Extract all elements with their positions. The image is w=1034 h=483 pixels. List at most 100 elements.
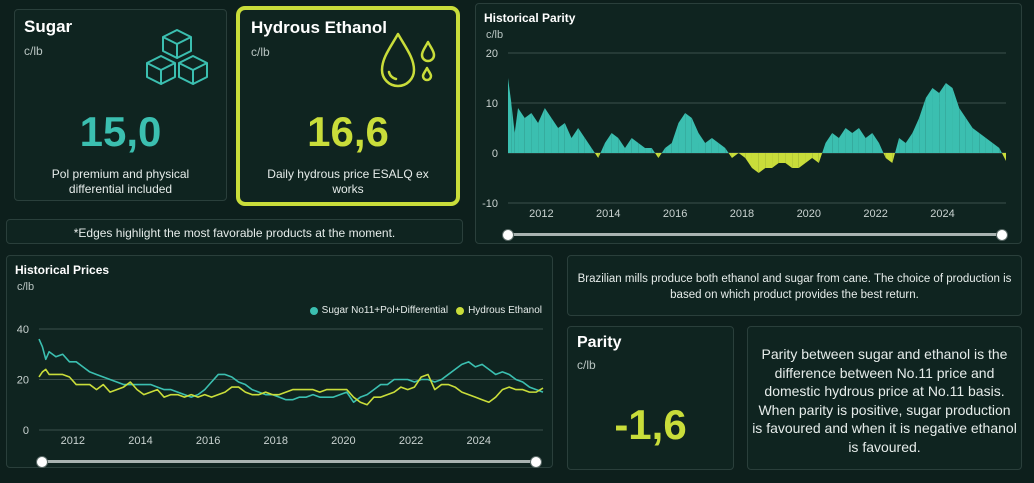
parity-area-positive: [691, 118, 699, 153]
parity-area-positive: [685, 113, 692, 153]
parity-area-positive: [919, 98, 926, 153]
parity-y-tick-label: -10: [482, 198, 498, 210]
legend-sugar-label: Sugar No11+Pol+Differential: [321, 305, 449, 316]
prices-y-tick-label: 20: [17, 375, 29, 387]
parity-area-positive: [838, 128, 846, 153]
parity-area-positive: [600, 143, 605, 153]
parity-chart: -10 0 10 20 2012 2014 2016 2018 2020 2022 2024: [482, 48, 1006, 220]
parity-area-positive: [822, 143, 826, 153]
prices-chart-title: Historical Prices: [15, 263, 110, 277]
prices-range-end-handle[interactable]: [530, 456, 542, 468]
parity-area-negative: [738, 153, 746, 158]
parity-area-negative: [655, 153, 659, 158]
prices-x-tick-label: 2020: [331, 435, 355, 447]
prices-chart-unit: c/lb: [17, 281, 35, 293]
prices-x-tick-label: 2014: [128, 435, 152, 447]
prices-x-tick-label: 2024: [466, 435, 490, 447]
prices-x-tick-label: 2012: [61, 435, 85, 447]
parity-area-positive: [979, 133, 986, 153]
prices-y-tick-label: 40: [17, 324, 29, 336]
parity-area-positive: [845, 128, 853, 153]
ethanol-card-unit: c/lb: [251, 45, 270, 59]
parity-area-positive: [872, 133, 879, 153]
parity-area-positive: [671, 123, 679, 153]
parity-area-negative: [785, 153, 793, 168]
legend-sugar-marker: [309, 306, 318, 315]
sugar-description: Pol premium and physical differential in…: [51, 167, 190, 196]
sugar-value: 15,0: [79, 108, 162, 155]
parity-area-positive: [825, 133, 833, 153]
prices-chart: 0 20 40 2012 2014 2016 2018 2020 2022 2024: [17, 324, 544, 447]
parity-area-positive: [638, 143, 646, 153]
parity-area-positive: [858, 128, 866, 153]
parity-area-negative: [818, 153, 823, 163]
parity-area-positive: [952, 88, 960, 153]
ethanol-card-title: Hydrous Ethanol: [251, 18, 388, 37]
parity-y-tick-label: 10: [486, 98, 498, 110]
parity-area-positive: [878, 143, 884, 153]
parity-area-negative: [765, 153, 773, 168]
parity-area-positive: [511, 103, 515, 153]
sugar-price-line: [38, 338, 544, 404]
parity-area-positive: [651, 148, 656, 153]
parity-area-positive: [558, 123, 565, 153]
parity-area-negative: [885, 153, 893, 163]
parity-area-positive: [571, 128, 579, 153]
parity-area-positive: [698, 133, 706, 153]
historical-parity-panel: Historical Parity c/lb -10 0 10 20 2012 2014 2…: [475, 3, 1022, 244]
parity-area-positive: [531, 113, 539, 153]
parity-area-positive: [925, 88, 933, 153]
parity-area-positive: [665, 143, 672, 153]
parity-x-tick-label: 2014: [596, 208, 620, 220]
parity-area-positive: [959, 108, 966, 153]
legend-ethanol-label: Hydrous Ethanol: [468, 305, 542, 316]
parity-area-negative: [745, 153, 752, 168]
parity-area-positive: [895, 138, 900, 153]
parity-y-tick-label: 20: [486, 48, 498, 60]
parity-area-negative: [883, 153, 886, 158]
parity-chart-unit: c/lb: [486, 29, 504, 41]
parity-range-start-handle[interactable]: [502, 229, 514, 241]
parity-range-end-handle[interactable]: [996, 229, 1008, 241]
parity-area-positive: [645, 148, 652, 153]
parity-area-negative: [792, 153, 799, 168]
parity-area-positive: [711, 138, 719, 153]
sugar-card-unit: c/lb: [24, 44, 43, 58]
ethanol-card: Hydrous Ethanol c/lb 16,6 Daily hydrous …: [236, 6, 460, 206]
parity-area-negative: [728, 153, 732, 158]
sugar-cubes-icon: [146, 29, 208, 85]
historical-prices-panel: Historical Prices c/lb Sugar No11+Pol+Di…: [6, 255, 553, 468]
parity-area-positive: [912, 118, 920, 153]
parity-area-positive: [508, 78, 512, 153]
parity-x-tick-label: 2018: [730, 208, 754, 220]
parity-area-positive: [945, 83, 953, 153]
parity-area-positive: [564, 123, 572, 153]
parity-area-positive: [939, 83, 946, 153]
parity-area-positive: [538, 108, 545, 153]
info-text: Brazilian mills produce both ethanol and…: [577, 273, 1012, 301]
parity-area-positive: [631, 138, 639, 153]
prices-range-start-handle[interactable]: [36, 456, 48, 468]
prices-x-tick-label: 2022: [399, 435, 423, 447]
parity-area-positive: [518, 108, 525, 153]
parity-area-negative: [798, 153, 806, 168]
parity-explanation-text: Parity between sugar and ethanol is the …: [752, 346, 1017, 455]
parity-area-negative: [772, 153, 779, 168]
parity-area-negative: [594, 153, 599, 158]
prices-x-tick-label: 2016: [196, 435, 220, 447]
note-box: *Edges highlight the most favorable prod…: [6, 219, 463, 244]
prices-x-tick-label: 2018: [264, 435, 288, 447]
parity-area-negative: [805, 153, 813, 163]
parity-value: -1,6: [614, 401, 687, 448]
parity-x-tick-label: 2012: [529, 208, 553, 220]
prices-range-slider-track[interactable]: [42, 460, 536, 463]
parity-area-positive: [999, 148, 1002, 153]
parity-range-slider-track[interactable]: [508, 233, 1002, 236]
note-text: *Edges highlight the most favorable prod…: [73, 226, 396, 240]
parity-x-tick-label: 2020: [797, 208, 821, 220]
parity-area-positive: [578, 128, 585, 153]
parity-x-tick-label: 2024: [930, 208, 954, 220]
parity-area-positive: [604, 133, 612, 153]
parity-x-tick-label: 2022: [863, 208, 887, 220]
parity-explanation-box: Parity between sugar and ethanol is the …: [747, 326, 1022, 470]
